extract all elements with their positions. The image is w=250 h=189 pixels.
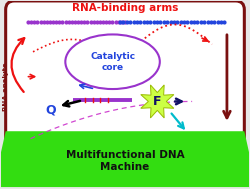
- Text: RNA analyte: RNA analyte: [3, 62, 9, 111]
- Text: Catalytic
core: Catalytic core: [90, 52, 135, 72]
- Ellipse shape: [65, 34, 160, 89]
- Text: F: F: [153, 95, 162, 108]
- Text: RNA-binding arms: RNA-binding arms: [72, 3, 178, 13]
- Text: Q: Q: [45, 104, 56, 117]
- Text: Multifunctional DNA
Machine: Multifunctional DNA Machine: [66, 150, 184, 172]
- Polygon shape: [0, 131, 250, 187]
- FancyBboxPatch shape: [6, 1, 244, 160]
- Polygon shape: [141, 85, 174, 118]
